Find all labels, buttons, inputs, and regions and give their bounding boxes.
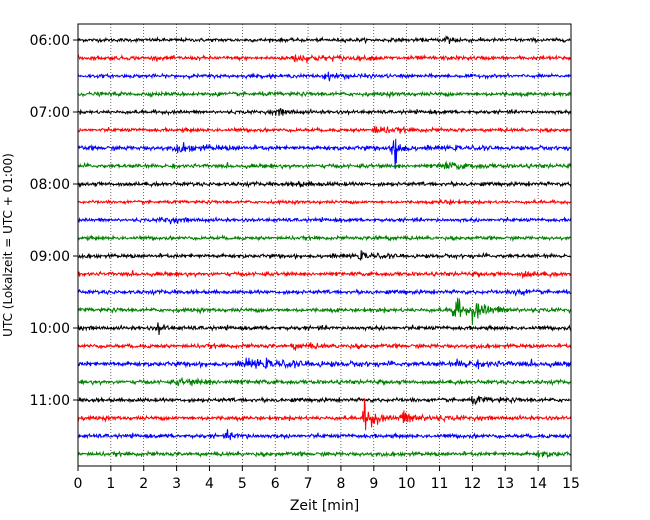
- trace-1100: [77, 395, 572, 406]
- trace-0945: [77, 297, 572, 326]
- trace-0845: [77, 234, 572, 243]
- trace-1130: [77, 429, 572, 441]
- x-tick-label: 0: [74, 476, 83, 492]
- y-axis-title: UTC (Lokalzeit = UTC + 01:00): [1, 153, 15, 337]
- y-tick-label: 07:00: [30, 105, 70, 121]
- x-tick-label: 6: [271, 476, 280, 492]
- y-tick-label: 06:00: [30, 33, 70, 49]
- trace-0700: [77, 107, 572, 117]
- trace-0645: [77, 90, 572, 99]
- trace-0830: [77, 216, 572, 225]
- x-tick-label: 8: [336, 476, 345, 492]
- trace-1030: [77, 357, 572, 370]
- trace-0930: [77, 288, 572, 297]
- x-axis: 0 1 2 3 4 5 6 7 8 9 10 11 12 13 14 15: [74, 466, 580, 492]
- x-tick-label: 1: [106, 476, 115, 492]
- trace-0600: [77, 35, 572, 45]
- trace-0915: [77, 270, 572, 280]
- trace-1045: [77, 377, 572, 387]
- trace-lines: [77, 35, 572, 460]
- x-tick-label: 15: [562, 476, 580, 492]
- x-tick-label: 5: [238, 476, 247, 492]
- plot-frame: [77, 23, 572, 467]
- y-tick-label: 08:00: [30, 177, 70, 193]
- trace-0800: [77, 180, 572, 189]
- x-tick-label: 4: [205, 476, 214, 492]
- trace-0900: [77, 250, 572, 261]
- y-tick-label: 09:00: [30, 249, 70, 265]
- y-tick-label: 11:00: [30, 393, 70, 409]
- x-tick-label: 10: [398, 476, 416, 492]
- x-tick-label: 12: [463, 476, 481, 492]
- x-tick-label: 7: [304, 476, 313, 492]
- x-tick-label: 2: [139, 476, 148, 492]
- x-tick-label: 11: [431, 476, 449, 492]
- trace-0615: [77, 53, 572, 64]
- trace-1115: [77, 398, 572, 431]
- y-tick-label: 10:00: [30, 321, 70, 337]
- trace-0815: [77, 198, 572, 206]
- x-tick-label: 3: [172, 476, 181, 492]
- x-tick-label: 13: [496, 476, 514, 492]
- trace-0630: [77, 71, 572, 82]
- trace-1000: [77, 322, 572, 336]
- x-axis-title: Zeit [min]: [290, 498, 359, 514]
- x-tick-label: 9: [369, 476, 378, 492]
- trace-0745: [77, 160, 572, 171]
- trace-1145: [77, 449, 572, 460]
- y-axis: 06:00 07:00 08:00 09:00 10:00 11:00: [30, 33, 78, 409]
- trace-0730: [77, 138, 571, 169]
- trace-0715: [77, 124, 572, 135]
- trace-1015: [77, 341, 572, 351]
- x-tick-label: 14: [529, 476, 547, 492]
